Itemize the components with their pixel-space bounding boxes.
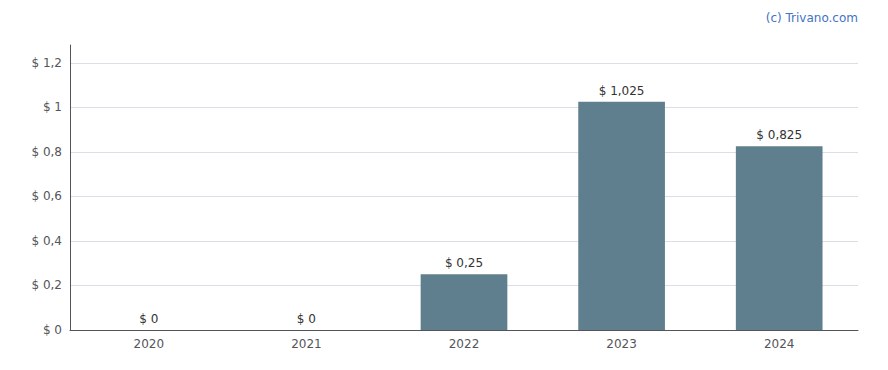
svg-text:$ 0,4: $ 0,4 — [31, 234, 62, 248]
svg-text:$ 0,825: $ 0,825 — [756, 128, 802, 142]
svg-text:2020: 2020 — [134, 337, 165, 351]
svg-text:$ 1,025: $ 1,025 — [599, 84, 645, 98]
svg-text:$ 0: $ 0 — [139, 312, 158, 326]
svg-text:2022: 2022 — [449, 337, 480, 351]
svg-text:2021: 2021 — [291, 337, 322, 351]
svg-text:(c) Trivano.com: (c) Trivano.com — [766, 11, 858, 25]
svg-text:2024: 2024 — [764, 337, 795, 351]
svg-text:$ 0: $ 0 — [43, 323, 62, 337]
svg-text:$ 1: $ 1 — [43, 100, 62, 114]
svg-text:2023: 2023 — [606, 337, 637, 351]
svg-text:$ 0: $ 0 — [297, 312, 316, 326]
svg-text:$ 0,6: $ 0,6 — [31, 189, 62, 203]
svg-text:$ 0,8: $ 0,8 — [31, 145, 62, 159]
svg-text:$ 1,2: $ 1,2 — [31, 56, 62, 70]
svg-text:$ 0,25: $ 0,25 — [445, 256, 483, 270]
svg-text:$ 0,2: $ 0,2 — [31, 278, 62, 292]
